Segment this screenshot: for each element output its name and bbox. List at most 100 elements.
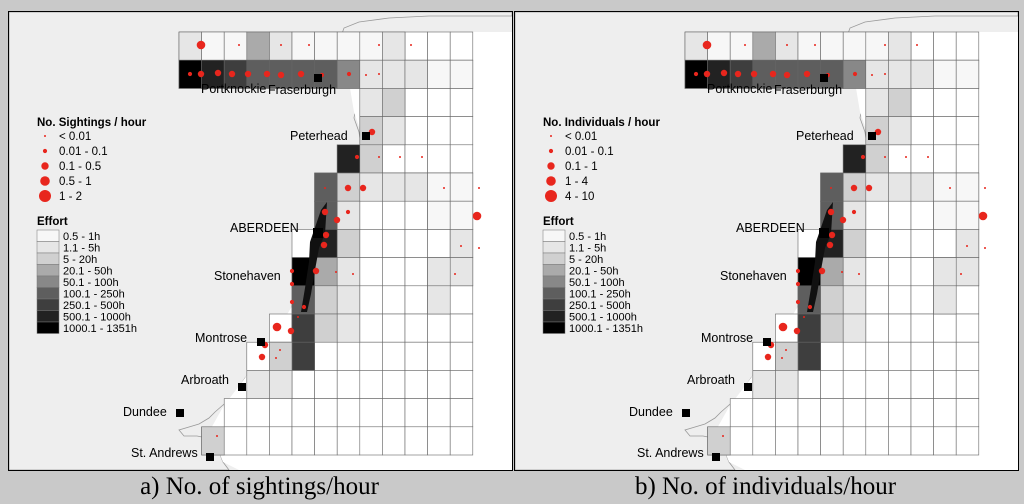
town-label-montrose: Montrose bbox=[195, 331, 247, 345]
effort-cell bbox=[427, 172, 451, 202]
grid-cell bbox=[427, 88, 451, 117]
sighting-dot bbox=[196, 40, 206, 50]
grid-cell bbox=[359, 200, 383, 230]
grid-cell bbox=[865, 313, 889, 343]
sighting-dot bbox=[828, 231, 836, 239]
sighting-dot bbox=[258, 353, 266, 361]
sighting-dot bbox=[858, 273, 860, 275]
effort-legend-label: 20.1 - 50h bbox=[569, 266, 619, 278]
sighting-dot bbox=[275, 357, 277, 359]
sighting-dot bbox=[238, 44, 240, 46]
grid-cell bbox=[314, 341, 338, 371]
town-marker bbox=[314, 74, 322, 82]
size-legend-title: No. Individuals / hour bbox=[543, 117, 660, 129]
sighting-dot bbox=[289, 281, 295, 287]
effort-cell bbox=[797, 313, 821, 343]
effort-cell bbox=[336, 200, 361, 230]
sighting-dot bbox=[345, 209, 351, 215]
effort-cell bbox=[382, 172, 406, 202]
effort-cell bbox=[910, 59, 934, 89]
sighting-dot bbox=[884, 156, 886, 158]
map-individuals: Portknockie Fraserburgh Peterhead ABERDEEN S… bbox=[515, 12, 1018, 470]
grid-cell bbox=[427, 31, 451, 61]
effort-cell bbox=[820, 285, 844, 315]
effort-cell bbox=[404, 172, 428, 202]
town-label-standrews: St. Andrews bbox=[131, 446, 198, 460]
effort-cell bbox=[707, 426, 731, 456]
effort-legend-label: 1.1 - 5h bbox=[569, 243, 606, 255]
sighting-dot bbox=[460, 245, 462, 247]
effort-cell bbox=[427, 200, 451, 230]
grid-cell bbox=[246, 398, 270, 428]
grid-cell bbox=[910, 229, 934, 258]
size-legend-label: 1 - 2 bbox=[59, 191, 82, 203]
sighting-dot bbox=[778, 322, 788, 332]
sighting-dot bbox=[359, 184, 367, 192]
effort-cell bbox=[336, 257, 361, 287]
effort-legend-swatch bbox=[36, 321, 60, 334]
sighting-dot bbox=[786, 44, 788, 46]
town-marker bbox=[819, 228, 829, 238]
effort-legend-label: 20.1 - 50h bbox=[63, 266, 113, 278]
size-legend-label: 0.5 - 1 bbox=[59, 176, 92, 188]
grid-cell bbox=[359, 370, 383, 399]
effort-cell bbox=[820, 172, 844, 202]
sighting-dot bbox=[322, 231, 330, 239]
sightings bbox=[187, 40, 482, 437]
town-label-fraserburgh: Fraserburgh bbox=[268, 83, 336, 97]
sighting-dot bbox=[277, 71, 285, 79]
size-legend-symbol bbox=[42, 148, 48, 154]
grid-cell bbox=[427, 341, 451, 371]
grid-cell bbox=[955, 398, 980, 428]
effort-legend-label: 1000.1 - 1351h bbox=[569, 323, 643, 335]
sighting-dot bbox=[722, 435, 724, 437]
town-label-aberdeen: ABERDEEN bbox=[230, 221, 299, 235]
grid-cell bbox=[910, 257, 934, 287]
effort-cell bbox=[427, 59, 451, 89]
effort-legend-label: 500.1 - 1000h bbox=[569, 312, 637, 324]
town-label-stonehaven: Stonehaven bbox=[214, 269, 281, 283]
grid-cell bbox=[842, 398, 867, 428]
grid-cell bbox=[888, 200, 912, 230]
town-marker bbox=[868, 132, 876, 140]
sighting-dot bbox=[378, 44, 380, 46]
grid-cell bbox=[933, 229, 957, 258]
sighting-dot bbox=[966, 245, 968, 247]
grid-cell bbox=[314, 370, 338, 399]
grid-cell bbox=[955, 341, 980, 371]
grid-cell bbox=[404, 398, 428, 428]
effort-cell bbox=[955, 229, 980, 258]
grid-cell bbox=[888, 370, 912, 399]
effort-legend-swatch bbox=[36, 241, 60, 254]
grid-cell bbox=[933, 31, 957, 61]
grid-cell bbox=[336, 341, 361, 371]
effort-cell bbox=[223, 31, 248, 61]
effort-legend-label: 500.1 - 1000h bbox=[63, 312, 131, 324]
grid-cell bbox=[865, 285, 889, 315]
effort-cell bbox=[427, 285, 451, 315]
effort-cell bbox=[291, 341, 315, 371]
effort-legend-label: 1000.1 - 1351h bbox=[63, 323, 137, 335]
sighting-dot bbox=[884, 73, 886, 75]
size-legend-symbol bbox=[545, 190, 557, 202]
sighting-dot bbox=[795, 268, 801, 274]
size-legend: No. Individuals / hour < 0.01 0.01 - 0.1 0.… bbox=[543, 117, 660, 203]
sighting-dot bbox=[352, 273, 354, 275]
sighting-dot bbox=[297, 70, 305, 78]
grid-cell bbox=[359, 229, 383, 258]
town-label-standrews: St. Andrews bbox=[637, 446, 704, 460]
sighting-dot bbox=[781, 357, 783, 359]
sighting-dot bbox=[851, 209, 857, 215]
grid-cell bbox=[910, 31, 934, 61]
sighting-dot bbox=[978, 211, 988, 221]
town-marker bbox=[257, 338, 265, 346]
size-legend-symbol bbox=[41, 162, 49, 170]
sighting-dot bbox=[289, 268, 295, 274]
size-legend-label: 0.01 - 0.1 bbox=[59, 146, 108, 158]
effort-cell bbox=[888, 88, 912, 117]
grid-cell bbox=[910, 398, 934, 428]
caption-individuals: b) No. of individuals/hour bbox=[634, 473, 897, 500]
grid-cell bbox=[933, 313, 957, 343]
sighting-dot bbox=[399, 156, 401, 158]
